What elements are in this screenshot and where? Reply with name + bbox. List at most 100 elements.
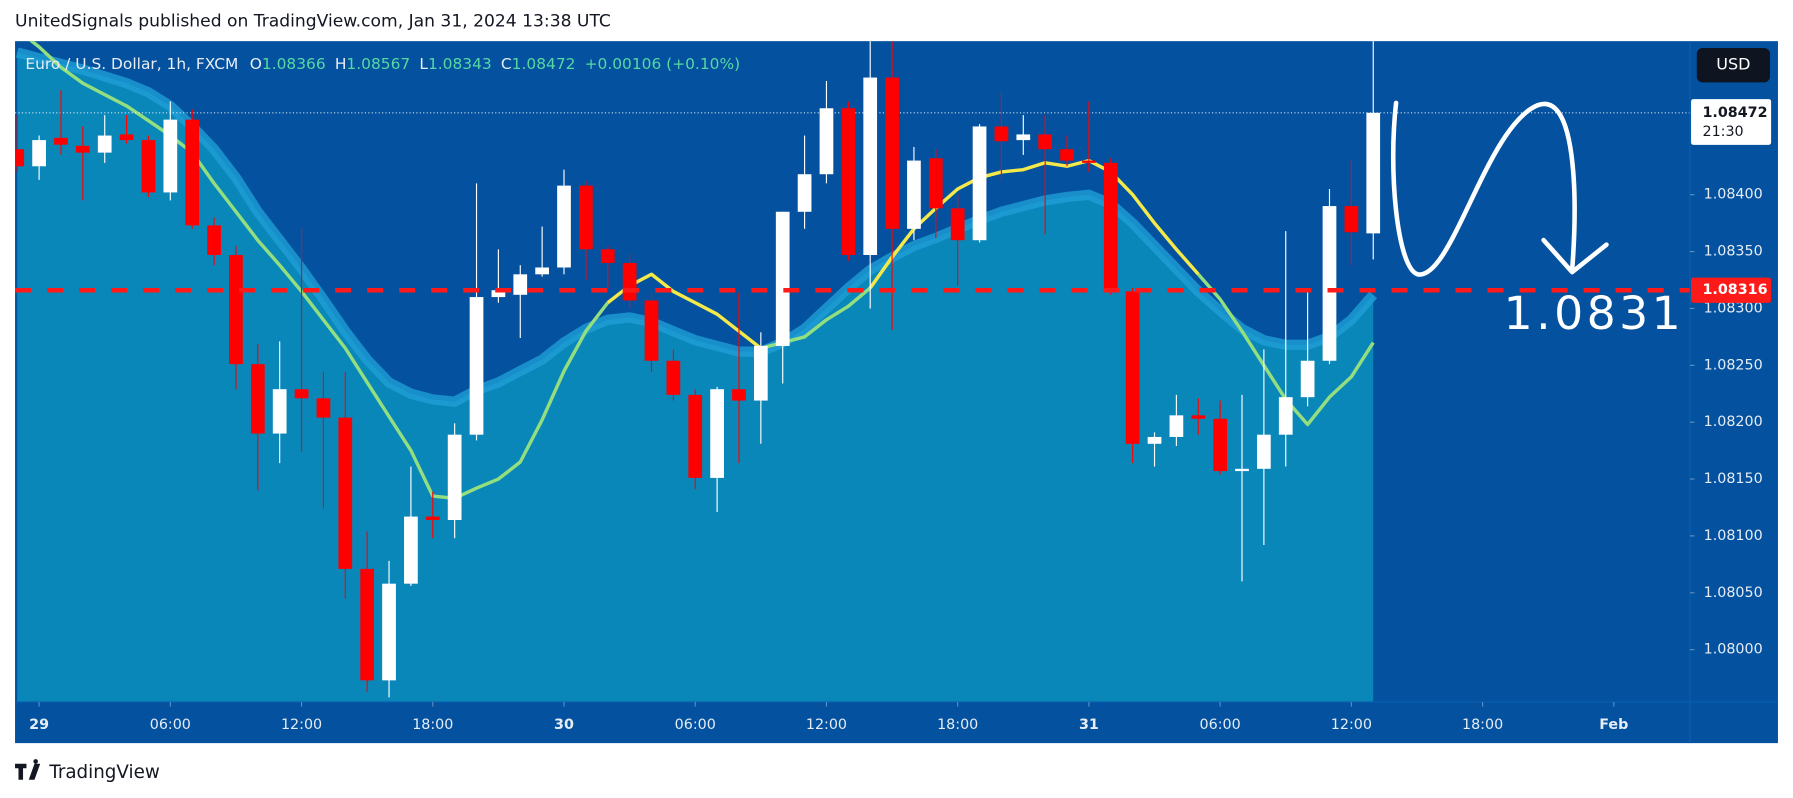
x-tick-label: 12:00 [806,717,847,733]
symbol: Euro / U.S. Dollar, 1h, FXCM [25,55,238,73]
candle-body [885,77,899,229]
candle-body [1147,436,1162,444]
y-tick-label: 1.08400 [1704,187,1763,203]
candle-body [1322,206,1337,361]
change-value: +0.00106 (+0.10%) [585,55,741,73]
x-tick-label: 31 [1079,717,1099,733]
candle-body [644,300,659,361]
candle-body [579,185,593,250]
candle-body [1235,468,1249,472]
y-tick-label: 1.08200 [1704,414,1763,430]
candle-body [250,364,265,434]
candle-body [907,160,921,229]
candle-body [622,262,637,301]
ma-band-area [17,52,1374,702]
plot-area [15,41,1690,702]
candle-body [97,135,112,153]
candle-body [447,434,462,520]
candle-body [600,249,615,263]
ohlc-letter: C [501,55,512,73]
currency-button[interactable]: USD [1696,48,1770,83]
candle-body [1103,162,1118,292]
candle-body [141,140,156,193]
y-tick-label: 1.08300 [1704,300,1763,316]
y-tick-label: 1.08150 [1704,471,1763,487]
drawn-arrowhead [1541,237,1609,275]
candle-body [557,185,571,268]
candle-body [15,149,25,167]
candle-body [32,140,46,167]
candle-body [928,158,943,209]
y-tick-label: 1.08350 [1704,244,1763,260]
candle-body [382,583,396,681]
candle-body [404,516,418,584]
candle-body [294,389,309,399]
moving-average [28,41,610,501]
candle-body [163,119,178,193]
currency-label[interactable]: USD [1716,55,1750,74]
last-price-badge [1691,99,1772,145]
x-tick-label: 18:00 [1462,717,1503,733]
drawn-path [1390,100,1577,277]
candle-body [1366,112,1381,234]
high-value: 1.08567 [346,55,410,73]
price-line-label: 1.08316 [1703,282,1768,298]
candle-body [863,77,878,255]
candle-body [753,345,768,401]
candle-body [1125,291,1140,444]
countdown-label: 21:30 [1703,124,1744,140]
x-tick-label: 30 [554,717,574,733]
y-tick-label: 1.08050 [1704,585,1763,601]
candle-body [710,389,724,478]
y-tick-label: 1.08000 [1704,642,1763,658]
candle-body [1300,360,1315,398]
candle-body [950,208,965,241]
candle-body [229,254,243,365]
last-price-label: 1.08472 [1703,105,1768,121]
x-tick-label: 06:00 [675,717,716,733]
candle-body [491,290,506,298]
candle-body [1016,134,1031,141]
x-tick-label: 06:00 [1200,717,1241,733]
moving-average [868,158,1200,289]
candle-body [1060,149,1074,161]
x-tick-label: 18:00 [937,717,978,733]
publish-header: UnitedSignals published on TradingView.c… [15,12,611,32]
x-tick-label: 06:00 [150,717,191,733]
candle-body [272,389,287,434]
candle-body [841,108,856,255]
candle-body [1191,415,1206,419]
candle-body [775,211,790,346]
candle-body [360,568,375,681]
ohlc-letter: H [335,55,347,73]
x-tick-label: 18:00 [412,717,453,733]
currency-button-bg[interactable] [1696,48,1770,83]
y-tick-label: 1.08100 [1704,528,1763,544]
candle-body [1344,206,1359,233]
y-tick-label: 1.08250 [1704,357,1763,373]
candle-body [513,274,528,295]
candle-body [469,297,484,435]
brand: TradingView [15,759,160,783]
candle-body [1257,434,1271,469]
candle-body [316,398,331,418]
x-tick-label: Feb [1599,717,1628,733]
symbol-legend: Euro / U.S. Dollar, 1h, FXCM O1.08366 H1.0… [25,55,740,73]
candle-body [1278,397,1293,435]
candle-body [972,126,987,241]
target-annotation: 1.0831 [1504,287,1685,340]
candle-body [75,145,90,153]
price-line-badge [1691,277,1772,303]
candle-body [207,225,221,255]
candle-body [119,134,134,141]
candle-body [425,516,440,520]
brand-logo [15,759,41,780]
candle-body [185,119,200,226]
candle-body [797,174,812,212]
candle-body [1169,415,1184,437]
candle-body [732,389,746,401]
x-tick-label: 12:00 [1331,717,1372,733]
open-value: 1.08366 [262,55,326,73]
candle-body [666,360,681,395]
